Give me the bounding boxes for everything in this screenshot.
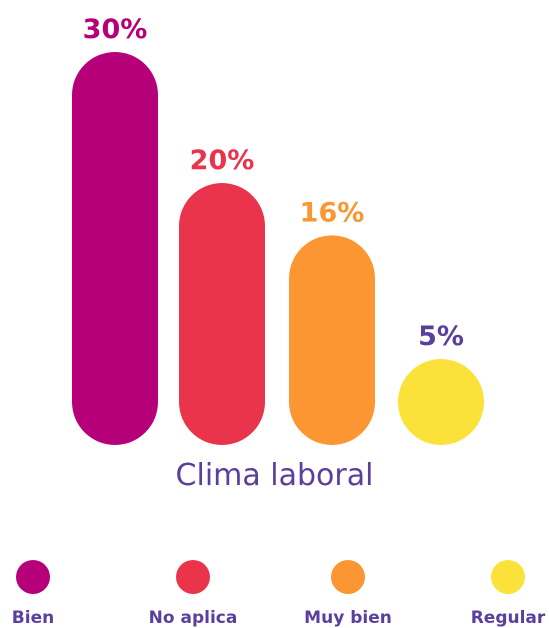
legend-dot xyxy=(331,560,365,594)
legend-label: Muy bien xyxy=(304,608,392,628)
value-label-bien: 30% xyxy=(83,14,148,45)
legend-item-regular: Regular xyxy=(443,560,549,628)
legend-dot xyxy=(176,560,210,594)
bar-muy-bien xyxy=(289,235,375,445)
legend-label: Regular xyxy=(470,608,546,628)
legend-item-muy-bien: Muy bien xyxy=(283,560,413,628)
legend-item-no-aplica: No aplica xyxy=(128,560,258,628)
legend-dot xyxy=(16,560,50,594)
legend-item-bien: Bien xyxy=(0,560,98,628)
bar-no-aplica xyxy=(179,183,265,445)
bar-chart: 30% 20% 16% 5% xyxy=(72,14,484,445)
bar-regular xyxy=(398,359,484,445)
value-label-regular: 5% xyxy=(418,321,464,352)
legend-label: No aplica xyxy=(148,608,238,628)
chart-title: Clima laboral xyxy=(175,458,374,493)
value-label-muy-bien: 16% xyxy=(300,197,365,228)
value-label-no-aplica: 20% xyxy=(190,145,255,176)
legend-dot xyxy=(491,560,525,594)
legend-label: Bien xyxy=(11,608,55,628)
bar-bien xyxy=(72,52,158,445)
